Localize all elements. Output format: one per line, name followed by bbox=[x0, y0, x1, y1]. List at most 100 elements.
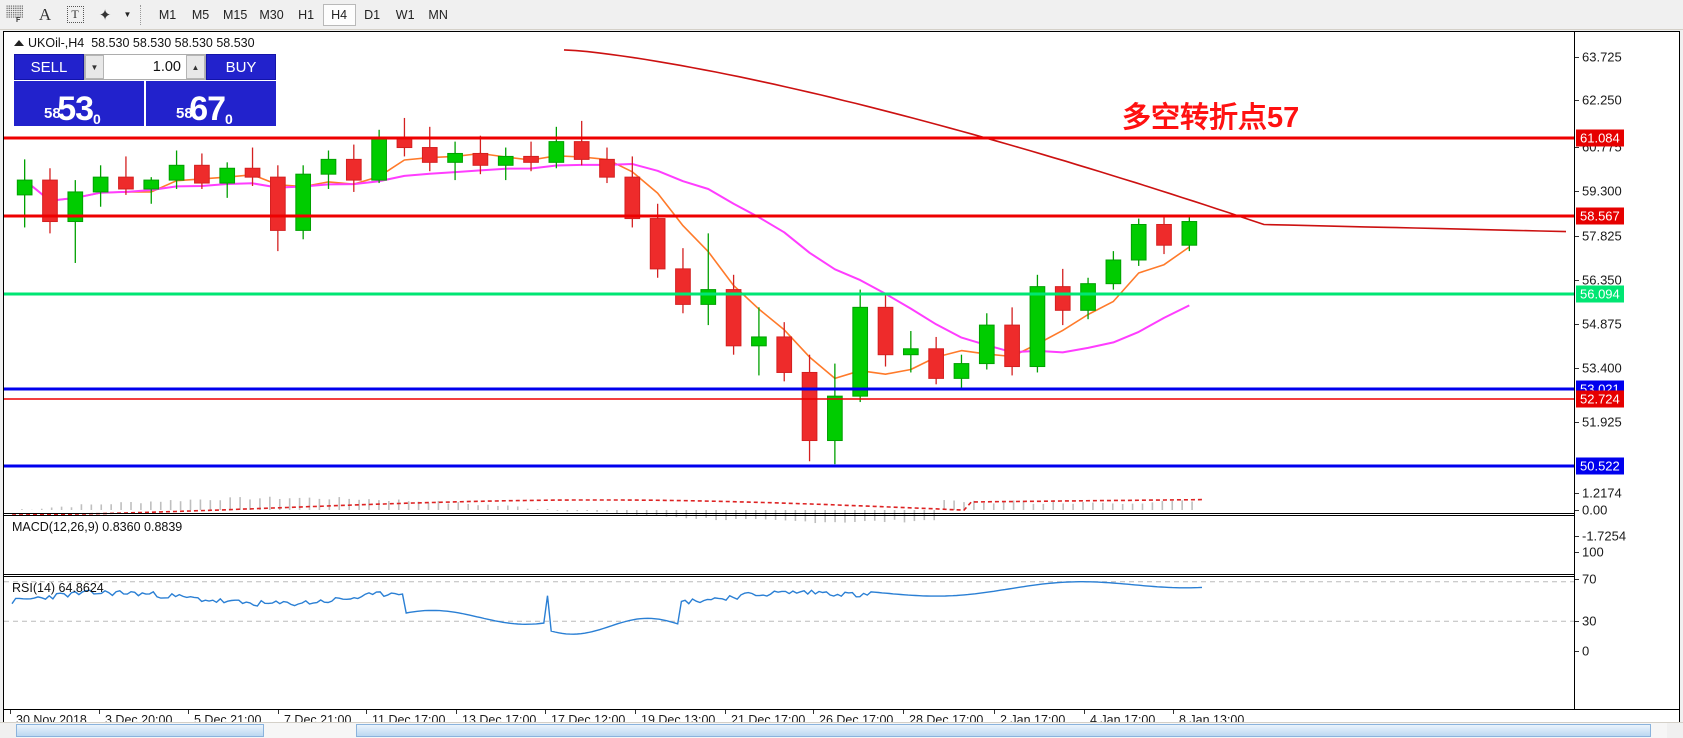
price-scale[interactable]: 63.725 62.250 60.775 59.300 57.825 56.350 54.8… bbox=[1574, 32, 1679, 709]
candle-body[interactable] bbox=[776, 336, 793, 373]
candle-body[interactable] bbox=[396, 138, 413, 149]
candle-body[interactable] bbox=[978, 324, 995, 365]
price-tick-label: 59.300 bbox=[1582, 183, 1622, 199]
candle-body[interactable] bbox=[270, 176, 286, 231]
candle-body[interactable] bbox=[573, 141, 590, 160]
candle-body[interactable] bbox=[523, 155, 539, 163]
buy-button[interactable]: BUY bbox=[206, 54, 276, 80]
time-tick bbox=[725, 710, 726, 714]
text-box-icon[interactable]: T bbox=[60, 2, 90, 28]
buy-price-box[interactable]: 58 67 0 bbox=[146, 81, 276, 126]
timeframe-h4[interactable]: H4 bbox=[322, 3, 356, 26]
candle-body[interactable] bbox=[877, 306, 894, 356]
candle-body[interactable] bbox=[219, 167, 236, 184]
candle-body[interactable] bbox=[345, 158, 362, 181]
chart-annotation-text[interactable]: 多空转折点57 bbox=[1122, 102, 1300, 134]
candle-body[interactable] bbox=[548, 141, 565, 163]
candle-body[interactable] bbox=[1156, 223, 1172, 246]
pane-separator-macd bbox=[4, 513, 1679, 514]
candle-body[interactable] bbox=[751, 336, 767, 347]
candle-body[interactable] bbox=[421, 147, 438, 163]
volume-stepper[interactable]: ▼ 1.00 ▲ bbox=[84, 54, 206, 80]
scroll-left-arrow-icon[interactable] bbox=[0, 723, 16, 738]
time-tick bbox=[99, 710, 100, 714]
candle-body[interactable] bbox=[371, 138, 387, 181]
volume-input[interactable]: 1.00 bbox=[104, 55, 186, 79]
candle-body[interactable] bbox=[700, 289, 717, 305]
timeframe-d1[interactable]: D1 bbox=[364, 7, 381, 22]
time-tick bbox=[366, 710, 367, 714]
sell-button[interactable]: SELL bbox=[14, 54, 84, 80]
indicator-tick bbox=[1575, 552, 1579, 553]
scrollbar-thumb-main[interactable] bbox=[356, 724, 1651, 737]
indicator-tick-label: 0 bbox=[1582, 643, 1590, 659]
candle-body[interactable] bbox=[1181, 221, 1198, 246]
candle-body[interactable] bbox=[1105, 259, 1122, 285]
candle-body[interactable] bbox=[599, 158, 615, 178]
candle-body[interactable] bbox=[295, 173, 312, 231]
candle-body[interactable] bbox=[827, 395, 843, 442]
horizontal-scrollbar[interactable] bbox=[0, 722, 1683, 738]
price-level-tag[interactable]: 50.522 bbox=[1576, 457, 1624, 475]
candle-body[interactable] bbox=[852, 306, 869, 397]
price-level-tag[interactable]: 56.094 bbox=[1576, 285, 1624, 303]
candle-body[interactable] bbox=[649, 218, 666, 270]
candle-body[interactable] bbox=[67, 191, 84, 223]
candle-body[interactable] bbox=[725, 289, 742, 347]
candle-body[interactable] bbox=[194, 164, 210, 184]
candle-body[interactable] bbox=[928, 348, 944, 379]
price-chart-canvas[interactable] bbox=[4, 32, 1576, 710]
candle-body[interactable] bbox=[1004, 324, 1020, 368]
candle-body[interactable] bbox=[675, 268, 691, 305]
chart-title: UKOil-,H4 58.530 58.530 58.530 58.530 bbox=[14, 36, 255, 50]
price-level-tag[interactable]: 52.724 bbox=[1576, 390, 1624, 408]
candle-body[interactable] bbox=[244, 167, 261, 178]
timeframe-m15[interactable]: M15 bbox=[223, 7, 248, 22]
candle-body[interactable] bbox=[497, 155, 514, 166]
scroll-right-arrow-icon[interactable] bbox=[1667, 723, 1683, 738]
candle-body[interactable] bbox=[16, 179, 33, 196]
sell-price-box[interactable]: 58 53 0 bbox=[14, 81, 144, 126]
candle-body[interactable] bbox=[118, 176, 134, 190]
scrollbar-track[interactable] bbox=[16, 723, 1667, 738]
objects-icon[interactable]: ✦ bbox=[98, 6, 112, 24]
candle-body[interactable] bbox=[168, 164, 185, 181]
price-level-tag[interactable]: 58.567 bbox=[1576, 207, 1624, 225]
chart-frame[interactable]: UKOil-,H4 58.530 58.530 58.530 58.530 多空… bbox=[3, 31, 1680, 710]
candle-body[interactable] bbox=[42, 179, 58, 223]
macd-signal-line bbox=[11, 498, 1203, 516]
candle-body[interactable] bbox=[902, 348, 919, 356]
candle-body[interactable] bbox=[143, 179, 160, 190]
volume-increment-icon[interactable]: ▲ bbox=[186, 55, 205, 79]
scrollbar-thumb-left[interactable] bbox=[16, 724, 264, 737]
one-click-trading-panel[interactable]: SELL ▼ 1.00 ▲ BUY 58 53 0 58 67 0 bbox=[14, 54, 276, 126]
candle-body[interactable] bbox=[1080, 283, 1096, 311]
crosshair-grid-icon[interactable]: F bbox=[0, 2, 30, 28]
objects-dropdown-icon[interactable]: ▼ bbox=[120, 2, 134, 28]
collapse-triangle-icon[interactable] bbox=[14, 40, 24, 46]
timeframe-m30[interactable]: M30 bbox=[259, 7, 284, 22]
volume-decrement-icon[interactable]: ▼ bbox=[85, 55, 104, 79]
timeframe-h1[interactable]: H1 bbox=[298, 7, 315, 22]
chevron-down-glyph: ▼ bbox=[123, 10, 132, 19]
candle-body[interactable] bbox=[447, 152, 463, 163]
candle-body[interactable] bbox=[801, 371, 818, 442]
timeframe-m1[interactable]: M1 bbox=[158, 7, 177, 22]
candle-body[interactable] bbox=[320, 158, 337, 175]
candle-body[interactable] bbox=[1054, 286, 1071, 311]
ohlc-values: 58.530 58.530 58.530 58.530 bbox=[91, 36, 255, 50]
candle-body[interactable] bbox=[624, 176, 641, 220]
candle-body[interactable] bbox=[1029, 286, 1046, 368]
timeframe-mn[interactable]: MN bbox=[428, 7, 448, 22]
candle-body[interactable] bbox=[953, 363, 970, 379]
rsi-line bbox=[11, 581, 1203, 635]
candle-body[interactable] bbox=[92, 176, 109, 193]
candle-body[interactable] bbox=[472, 152, 489, 166]
text-label-icon[interactable]: A bbox=[38, 4, 52, 24]
timeframe-w1[interactable]: W1 bbox=[395, 7, 415, 22]
time-tick bbox=[188, 710, 189, 714]
timeframe-m5[interactable]: M5 bbox=[191, 7, 210, 22]
price-level-tag[interactable]: 61.084 bbox=[1576, 129, 1624, 147]
candle-body[interactable] bbox=[1130, 223, 1147, 261]
